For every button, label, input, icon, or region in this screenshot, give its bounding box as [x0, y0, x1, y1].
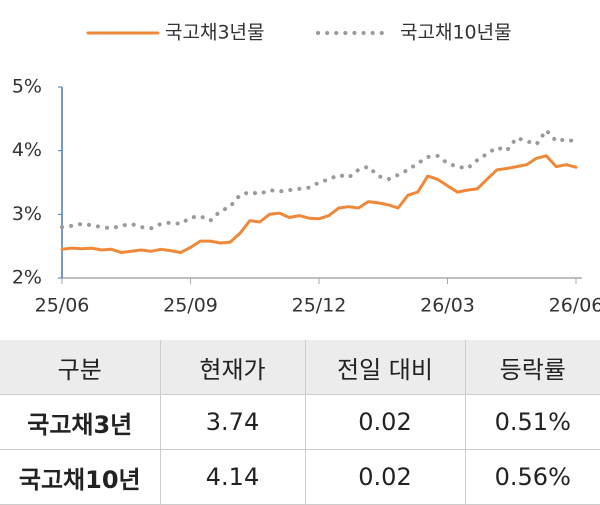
header-cell: 구분: [0, 340, 160, 395]
x-tick-label: 25/12: [292, 295, 347, 317]
value-cell: 0.02: [304, 394, 465, 450]
series-line: [60, 128, 578, 231]
value-cell: 0.56%: [464, 449, 600, 505]
header-cell: 현재가: [159, 340, 305, 395]
y-tick-label: 2%: [12, 267, 42, 289]
x-tick-label: 25/06: [35, 295, 90, 317]
quote-table: 구분 현재가 전일 대비 등락률 국고채3년 3.74 0.02 0.51% 국고채10년 4.…: [0, 340, 600, 505]
y-tick-label: 3%: [12, 203, 42, 225]
table-row: 국고채3년 3.74 0.02 0.51%: [0, 394, 600, 450]
table-row: 국고채10년 4.14 0.02 0.56%: [0, 449, 600, 505]
value-cell: 3.74: [159, 394, 305, 450]
series-line: [60, 154, 578, 254]
row-label: 국고채10년: [0, 449, 160, 505]
y-tick-label: 5%: [12, 76, 42, 98]
value-cell: 4.14: [159, 449, 305, 505]
value-cell: 0.02: [304, 449, 465, 505]
y-tick-label: 4%: [12, 139, 42, 161]
header-cell: 전일 대비: [304, 340, 465, 395]
x-tick-label: 26/03: [420, 295, 475, 317]
row-label: 국고채3년: [0, 394, 160, 450]
legend-label: 국고채3년물: [165, 22, 265, 44]
x-tick-label: 25/09: [163, 295, 218, 317]
header-row: 구분 현재가 전일 대비 등락률: [0, 340, 600, 395]
x-tick-label: 26/06: [549, 295, 600, 317]
header-cell: 등락률: [464, 340, 600, 395]
value-cell: 0.51%: [464, 394, 600, 450]
legend-label: 국고채10년물: [400, 22, 512, 44]
chart: 2% 3% 4% 5% 25/06 25/09 25/12 26/03 26/06 국고채3년물 국…: [12, 22, 600, 317]
